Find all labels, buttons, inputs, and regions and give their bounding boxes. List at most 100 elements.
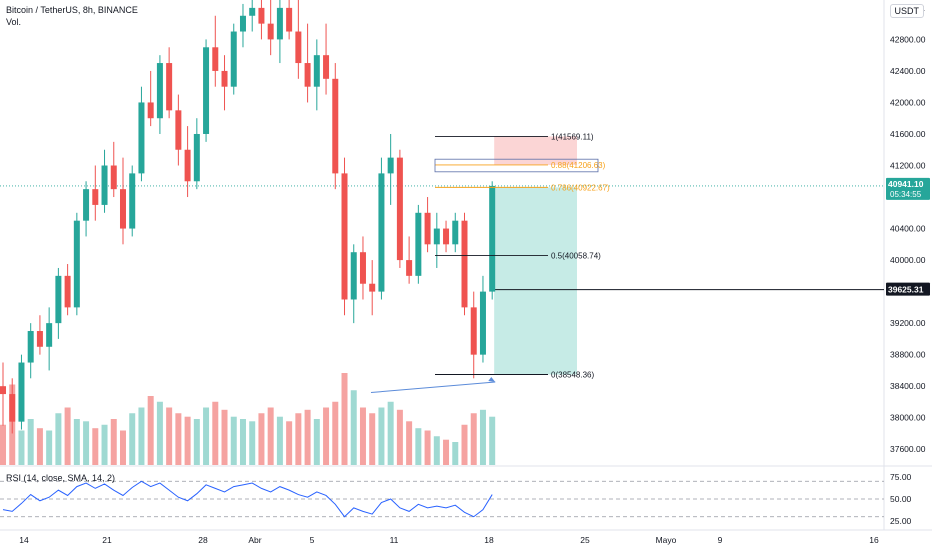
candle-body — [286, 7, 293, 32]
volume-bar — [0, 424, 6, 465]
candle-body — [83, 189, 90, 221]
candle-body — [27, 331, 34, 363]
fib-level-label: 0.88(41206.63) — [551, 161, 606, 170]
candle-body — [175, 110, 182, 150]
volume-bar — [304, 409, 311, 465]
take-profit-zone — [494, 187, 577, 375]
volume-bar — [424, 430, 431, 465]
candle-body — [267, 23, 274, 40]
candle-body — [221, 70, 228, 87]
candle-body — [295, 31, 302, 64]
candle-body — [101, 165, 108, 205]
candle-body — [387, 157, 394, 174]
volume-bar — [27, 419, 34, 465]
current-price-badge — [886, 177, 930, 200]
volume-bar — [286, 421, 293, 465]
volume-bar — [110, 419, 117, 465]
price-axis-tick: 41200.00 — [890, 161, 926, 171]
volume-bar — [55, 413, 62, 465]
stop-loss-zone — [494, 136, 577, 165]
volume-bar — [230, 416, 237, 465]
candle-body — [203, 47, 210, 134]
candle-body — [55, 275, 62, 324]
volume-bar — [443, 439, 450, 465]
time-axis-label: 9 — [718, 535, 723, 545]
volume-bar — [46, 430, 53, 465]
time-axis-label: Abr — [248, 535, 261, 545]
candle-body — [166, 63, 173, 111]
price-axis-tick: 37600.00 — [890, 444, 926, 454]
candle-body — [359, 252, 366, 284]
fib-level-label: 1(41569.11) — [551, 132, 594, 141]
candle-body — [424, 212, 431, 245]
fib-level-label: 0.786(40922.67) — [551, 183, 610, 192]
candle-body — [129, 173, 136, 229]
volume-bar — [129, 413, 136, 465]
candle-body — [258, 7, 265, 24]
volume-bar — [341, 373, 348, 465]
candle-body — [452, 220, 459, 245]
volume-bar — [415, 428, 422, 465]
volume-bar — [470, 413, 477, 465]
candle-body — [0, 386, 6, 395]
candle-body — [46, 323, 53, 347]
candle-body — [369, 283, 376, 292]
volume-bar — [92, 428, 99, 465]
candle-body — [313, 55, 320, 87]
candle-body — [92, 189, 99, 205]
candle-body — [350, 252, 357, 300]
candle-body — [249, 7, 256, 16]
volume-bar — [101, 424, 108, 465]
volume-bar — [64, 407, 71, 465]
volume-bar — [461, 424, 468, 465]
price-axis-tick: 42800.00 — [890, 34, 926, 44]
currency-badge[interactable]: USDT — [889, 4, 924, 18]
candle-body — [323, 55, 330, 79]
volume-bar — [119, 430, 126, 465]
candle-body — [276, 7, 283, 40]
price-axis-tick: 38000.00 — [890, 413, 926, 423]
volume-bar — [193, 419, 200, 465]
fib-level-label: 0(38548.36) — [551, 370, 594, 379]
candle-body — [433, 228, 440, 245]
rsi-axis-tick: 25.00 — [890, 516, 912, 526]
volume-bar — [387, 401, 394, 465]
volume-bar — [378, 407, 385, 465]
price-axis-tick: 38800.00 — [890, 350, 926, 360]
volume-bar — [175, 413, 182, 465]
volume-bar — [323, 407, 330, 465]
rsi-axis-tick: 50.00 — [890, 494, 912, 504]
arrow-head — [488, 377, 496, 382]
marker-price-badge — [886, 282, 930, 296]
time-axis-label: 11 — [390, 535, 399, 545]
chart-header: Bitcoin / TetherUS, 8h, BINANCE Vol. — [6, 4, 138, 28]
fib-level-label: 0.5(40058.74) — [551, 251, 601, 260]
volume-bar — [332, 401, 339, 465]
candle-body — [184, 149, 191, 182]
candle-body — [230, 31, 237, 87]
candle-body — [239, 15, 246, 32]
volume-bar — [433, 436, 440, 465]
volume-bar — [249, 421, 256, 465]
time-axis-label: 14 — [19, 535, 29, 545]
volume-bar — [36, 428, 43, 465]
price-axis-tick: 40400.00 — [890, 224, 926, 234]
volume-bar — [212, 401, 219, 465]
volume-trend-arrow — [370, 381, 496, 393]
candle-body — [378, 173, 385, 292]
volume-indicator-label[interactable]: Vol. — [6, 17, 22, 27]
volume-bar — [138, 407, 145, 465]
price-axis-tick: 39200.00 — [890, 318, 926, 328]
volume-bar — [147, 396, 154, 465]
price-axis-tick: 38400.00 — [890, 381, 926, 391]
volume-bar — [295, 413, 302, 465]
symbol-title[interactable]: Bitcoin / TetherUS, 8h, BINANCE — [6, 5, 138, 15]
volume-bar — [276, 416, 283, 465]
rsi-indicator-label[interactable]: RSI (14, close, SMA, 14, 2) — [6, 473, 116, 483]
volume-bar — [489, 416, 496, 465]
time-axis-label: Mayo — [656, 535, 677, 545]
volume-bar — [313, 419, 320, 465]
time-axis-label: 21 — [102, 535, 112, 545]
price-axis-tick: 42000.00 — [890, 97, 926, 107]
